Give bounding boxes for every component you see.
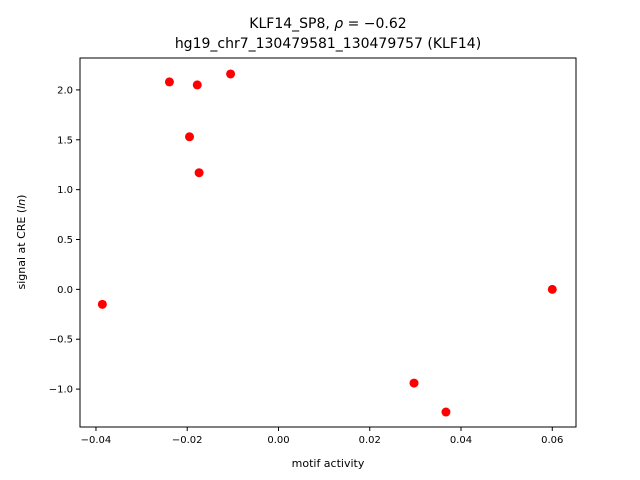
data-point bbox=[547, 284, 557, 294]
data-point bbox=[97, 299, 107, 309]
data-points bbox=[97, 69, 557, 417]
rho-symbol: ρ bbox=[334, 16, 343, 32]
y-tick-label: 0.0 bbox=[57, 285, 73, 296]
data-point bbox=[441, 407, 451, 417]
y-tick-label: 2.0 bbox=[57, 85, 73, 96]
x-axis-ticks: −0.04 −0.02 0.00 0.02 0.04 0.06 bbox=[81, 427, 563, 446]
y-tick-label: 1.5 bbox=[57, 135, 73, 146]
data-point bbox=[185, 132, 195, 142]
data-point bbox=[192, 80, 202, 90]
ln-symbol: ln bbox=[15, 199, 28, 209]
data-point bbox=[226, 69, 236, 79]
plot-area-frame bbox=[79, 57, 577, 428]
x-tick-label: 0.02 bbox=[359, 435, 381, 446]
x-tick-label: 0.00 bbox=[267, 435, 289, 446]
data-point bbox=[194, 168, 204, 178]
y-axis-ticks: −1.0 −0.5 0.0 0.5 1.0 1.5 2.0 bbox=[49, 85, 80, 396]
x-tick-label: 0.06 bbox=[541, 435, 563, 446]
y-tick-label: 0.5 bbox=[57, 235, 73, 246]
x-tick-label: −0.04 bbox=[81, 435, 112, 446]
y-axis-label: signal at CRE (ln) bbox=[15, 195, 28, 290]
chart-title-line1: KLF14_SP8, ρ = −0.62 bbox=[249, 16, 406, 32]
data-point bbox=[164, 77, 174, 87]
y-tick-label: 1.0 bbox=[57, 185, 73, 196]
x-axis-label: motif activity bbox=[292, 457, 365, 470]
y-tick-label: −1.0 bbox=[49, 385, 73, 396]
data-point bbox=[409, 378, 419, 388]
y-tick-label: −0.5 bbox=[49, 335, 73, 346]
chart-title-line2: hg19_chr7_130479581_130479757 (KLF14) bbox=[175, 36, 481, 52]
x-tick-label: −0.02 bbox=[172, 435, 203, 446]
x-tick-label: 0.04 bbox=[450, 435, 472, 446]
